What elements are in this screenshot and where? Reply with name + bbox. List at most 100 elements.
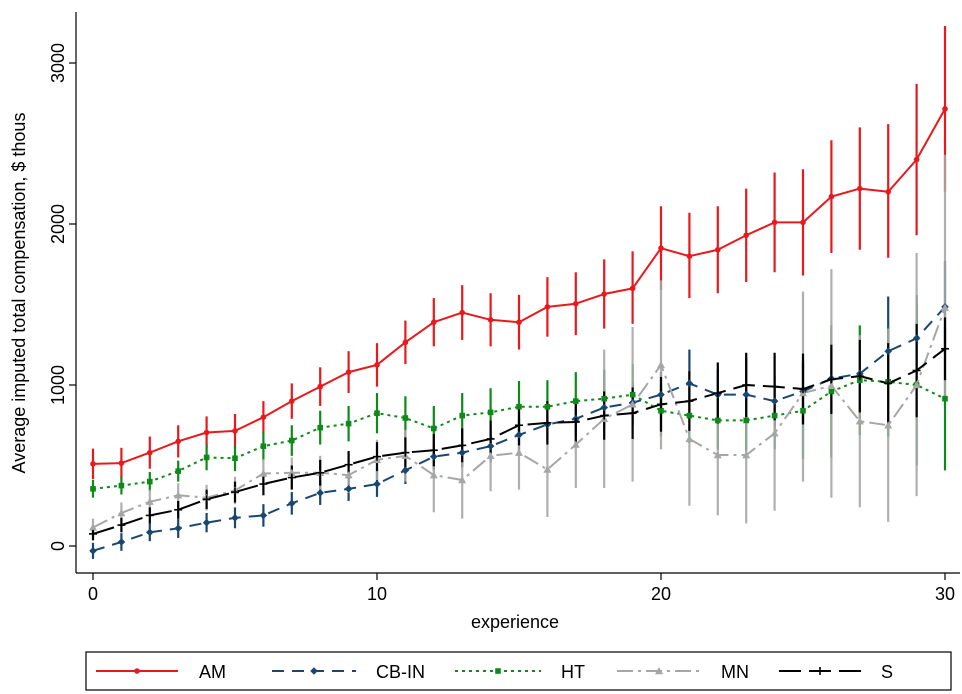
data-point-mn-22 [713,451,722,459]
legend-marker-am [134,668,140,674]
data-point-ht-13 [459,412,465,419]
data-point-am-14 [487,316,494,323]
data-point-s-23 [742,381,751,389]
data-point-am-29 [913,156,920,163]
data-point-mn-1 [117,508,126,517]
data-point-am-30 [942,106,948,112]
data-point-cb-in-29 [912,334,921,343]
data-point-am-18 [601,291,607,297]
data-point-ht-16 [544,403,551,410]
data-point-cb-in-14 [486,442,495,450]
data-point-mn-3 [174,491,183,499]
data-point-cb-in-8 [316,489,324,497]
data-point-cb-in-12 [430,452,438,461]
data-point-am-21 [686,253,693,259]
data-point-mn-13 [458,475,467,484]
data-point-s-10 [373,452,381,461]
data-point-am-5 [232,428,238,434]
legend-item-s: S [779,662,893,682]
data-point-s-18 [600,411,609,420]
data-point-cb-in-10 [373,480,381,488]
data-point-am-25 [800,219,806,226]
data-point-ht-23 [743,417,749,424]
data-point-ht-17 [573,398,579,404]
legend-item-cb-in: CB-IN [272,662,425,682]
data-point-ht-3 [175,468,181,474]
data-point-mn-19 [628,400,637,408]
data-point-cb-in-9 [344,485,353,493]
data-point-ht-12 [431,425,437,432]
data-point-s-14 [486,434,495,443]
data-point-mn-21 [685,434,694,443]
data-point-ht-9 [345,420,352,427]
data-point-s-7 [287,473,296,482]
data-point-am-6 [260,414,267,421]
data-point-cb-in-21 [685,379,694,388]
data-point-s-6 [259,480,268,489]
data-point-cb-in-4 [202,518,211,527]
data-point-s-12 [429,446,438,455]
data-point-s-4 [202,495,211,504]
data-point-am-8 [317,383,324,390]
y-tick-label-0: 0 [48,541,68,551]
data-point-s-9 [344,460,353,469]
data-point-mn-29 [912,381,921,389]
legend-marker-mn [655,667,663,675]
data-point-am-22 [715,246,721,253]
data-point-s-19 [628,409,637,418]
x-tick-label-0: 0 [88,584,98,604]
data-point-am-23 [743,232,749,239]
data-point-s-3 [174,505,183,514]
legend-marker-cb-in [310,667,318,675]
data-point-cb-in-1 [117,538,126,546]
data-point-am-10 [374,362,380,368]
data-point-cb-in-18 [600,403,608,412]
data-point-s-11 [401,448,410,457]
data-point-mn-24 [770,429,779,437]
data-point-s-21 [685,397,694,406]
data-point-cb-in-23 [742,390,750,399]
data-point-mn-27 [855,417,864,425]
data-point-mn-12 [429,471,438,479]
data-point-ht-8 [317,424,323,431]
data-point-ht-15 [516,403,522,410]
data-point-ht-14 [487,409,494,416]
data-point-mn-6 [259,469,268,477]
data-point-mn-2 [145,497,154,505]
data-point-mn-9 [344,471,353,479]
data-point-am-28 [885,189,891,195]
data-point-cb-in-5 [231,514,239,522]
data-point-am-3 [175,438,181,445]
data-point-s-16 [543,418,552,427]
legend-marker-s [816,667,824,675]
data-point-mn-7 [287,468,296,476]
legend-label-cb-in: CB-IN [376,662,425,682]
series-markers-layer [89,106,949,555]
data-point-ht-7 [289,437,295,444]
data-point-am-7 [289,398,295,404]
legend-item-mn: MN [617,662,749,682]
series-markers-ht [90,377,948,492]
axes-layer: 0 10 20 30 0 1000 2000 3000 experience Average im… [9,12,960,632]
data-point-s-26 [827,375,836,384]
data-point-am-16 [544,304,551,310]
data-point-mn-14 [486,451,495,460]
data-point-am-20 [658,245,664,251]
data-point-s-2 [145,511,154,520]
data-point-mn-17 [571,440,580,448]
data-point-am-26 [828,193,835,200]
data-point-ht-21 [686,412,693,419]
data-point-mn-16 [543,465,552,473]
data-point-mn-20 [657,360,665,369]
data-point-cb-in-15 [515,431,523,439]
legend-label-s: S [881,662,893,682]
data-point-mn-28 [884,421,893,429]
data-point-am-24 [771,219,778,226]
data-point-ht-4 [203,454,210,461]
data-point-ht-11 [402,415,409,421]
data-point-s-8 [316,468,325,477]
data-point-ht-1 [118,482,125,489]
data-point-mn-0 [89,523,97,531]
series-markers-s [89,344,949,538]
